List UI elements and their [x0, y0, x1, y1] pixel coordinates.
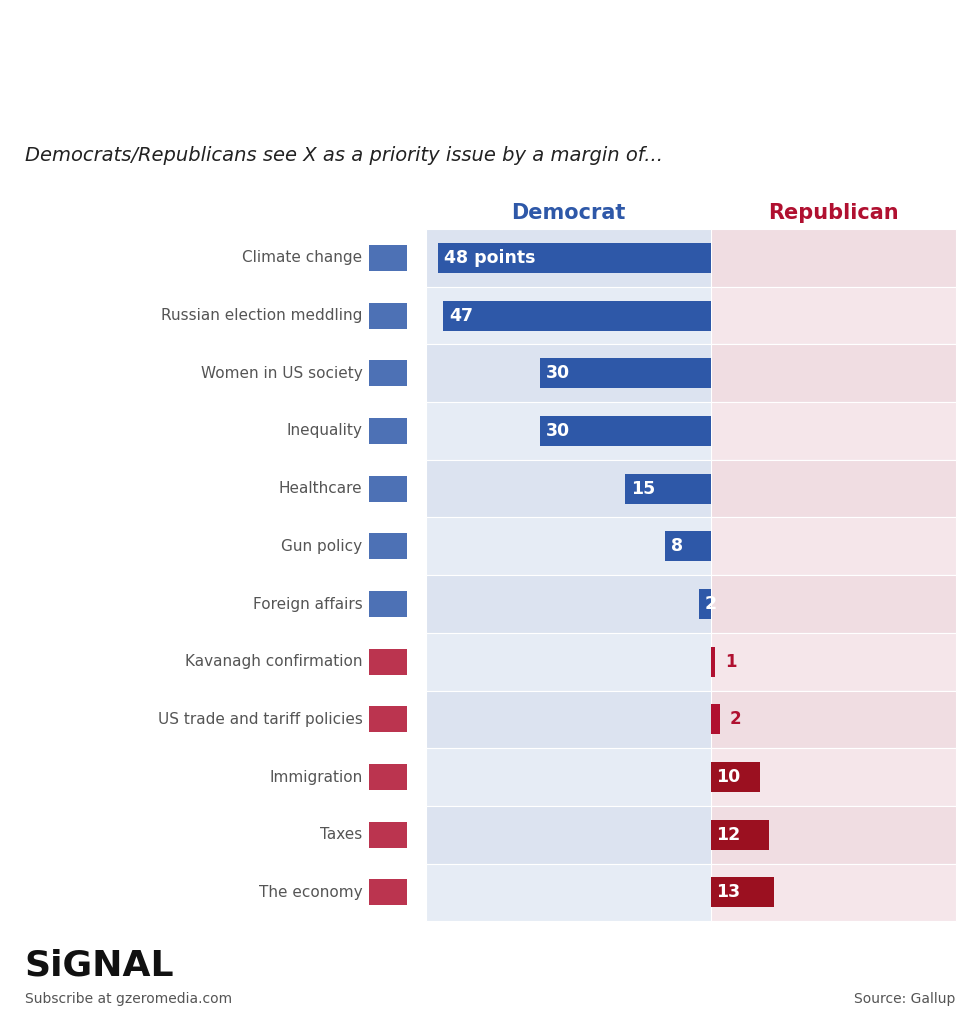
Text: 2: 2 [705, 595, 717, 613]
Text: Republican: Republican [767, 203, 899, 223]
Bar [710, 863, 956, 921]
Text: Russian election meddling: Russian election meddling [162, 308, 363, 323]
Text: 2: 2 [730, 711, 742, 729]
Bar [443, 300, 710, 331]
Bar [710, 806, 956, 863]
Bar [625, 473, 710, 504]
Text: The economy: The economy [259, 885, 363, 900]
Text: 30: 30 [546, 364, 570, 383]
Text: Gun policy: Gun policy [281, 539, 363, 554]
Bar [710, 287, 956, 344]
Bar [426, 229, 956, 287]
Text: Democrat: Democrat [512, 203, 625, 223]
Text: Kavanagh confirmation: Kavanagh confirmation [185, 655, 363, 669]
Bar [710, 344, 956, 402]
Bar [710, 633, 956, 690]
Text: 15: 15 [631, 479, 656, 498]
Text: 10: 10 [716, 768, 741, 786]
Bar [426, 575, 956, 633]
Text: 12: 12 [716, 826, 741, 844]
Bar [710, 460, 956, 517]
Bar [369, 360, 407, 386]
Bar [369, 706, 407, 732]
Bar [710, 748, 956, 806]
Bar [369, 880, 407, 905]
Text: Inequality: Inequality [287, 423, 363, 439]
Text: 8: 8 [671, 538, 683, 556]
Bar [540, 358, 710, 388]
Text: 30: 30 [546, 421, 570, 440]
Text: 13: 13 [716, 884, 741, 902]
Bar [426, 402, 956, 460]
Bar [369, 245, 407, 271]
Bar [369, 475, 407, 502]
Text: 1: 1 [725, 653, 737, 671]
Text: Foreign affairs: Foreign affairs [253, 597, 363, 612]
Bar [369, 302, 407, 329]
Bar [426, 690, 956, 748]
Text: 48 points: 48 points [444, 248, 535, 267]
Bar [426, 748, 956, 806]
Bar [369, 418, 407, 444]
Bar [426, 863, 956, 921]
Bar [710, 229, 956, 287]
Bar [369, 533, 407, 559]
Bar [426, 806, 956, 863]
Bar [710, 646, 715, 677]
Text: Women in US society: Women in US society [201, 365, 363, 381]
Bar [426, 287, 956, 344]
Bar [710, 575, 956, 633]
Bar [426, 517, 956, 575]
Bar [710, 517, 956, 575]
Text: US trade and tariff policies: US trade and tariff policies [158, 712, 363, 727]
Bar [426, 460, 956, 517]
Text: Taxes: Taxes [320, 828, 363, 842]
Text: A SNAPSHOT OF POLARIZATION: A SNAPSHOT OF POLARIZATION [24, 36, 980, 92]
Bar [369, 822, 407, 848]
Bar [699, 589, 710, 619]
Text: SiGNAL: SiGNAL [24, 949, 174, 982]
Bar [369, 648, 407, 675]
Bar [369, 765, 407, 790]
Text: Immigration: Immigration [270, 770, 363, 785]
Bar [710, 762, 760, 792]
Bar [540, 416, 710, 446]
Bar [438, 243, 710, 273]
Bar [426, 344, 956, 402]
Bar [426, 633, 956, 690]
Bar [710, 402, 956, 460]
Bar [710, 704, 720, 734]
Text: Subscribe at gzeromedia.com: Subscribe at gzeromedia.com [24, 992, 231, 1006]
Bar [710, 690, 956, 748]
Bar [665, 531, 710, 561]
Bar [369, 591, 407, 617]
Text: Source: Gallup: Source: Gallup [855, 992, 955, 1006]
Text: Climate change: Climate change [242, 250, 363, 266]
Text: Healthcare: Healthcare [279, 482, 363, 496]
Bar [710, 878, 774, 907]
Text: Democrats/Republicans see X as a priority issue by a margin of...: Democrats/Republicans see X as a priorit… [24, 146, 662, 165]
Text: 47: 47 [449, 306, 473, 325]
Bar [710, 819, 769, 850]
